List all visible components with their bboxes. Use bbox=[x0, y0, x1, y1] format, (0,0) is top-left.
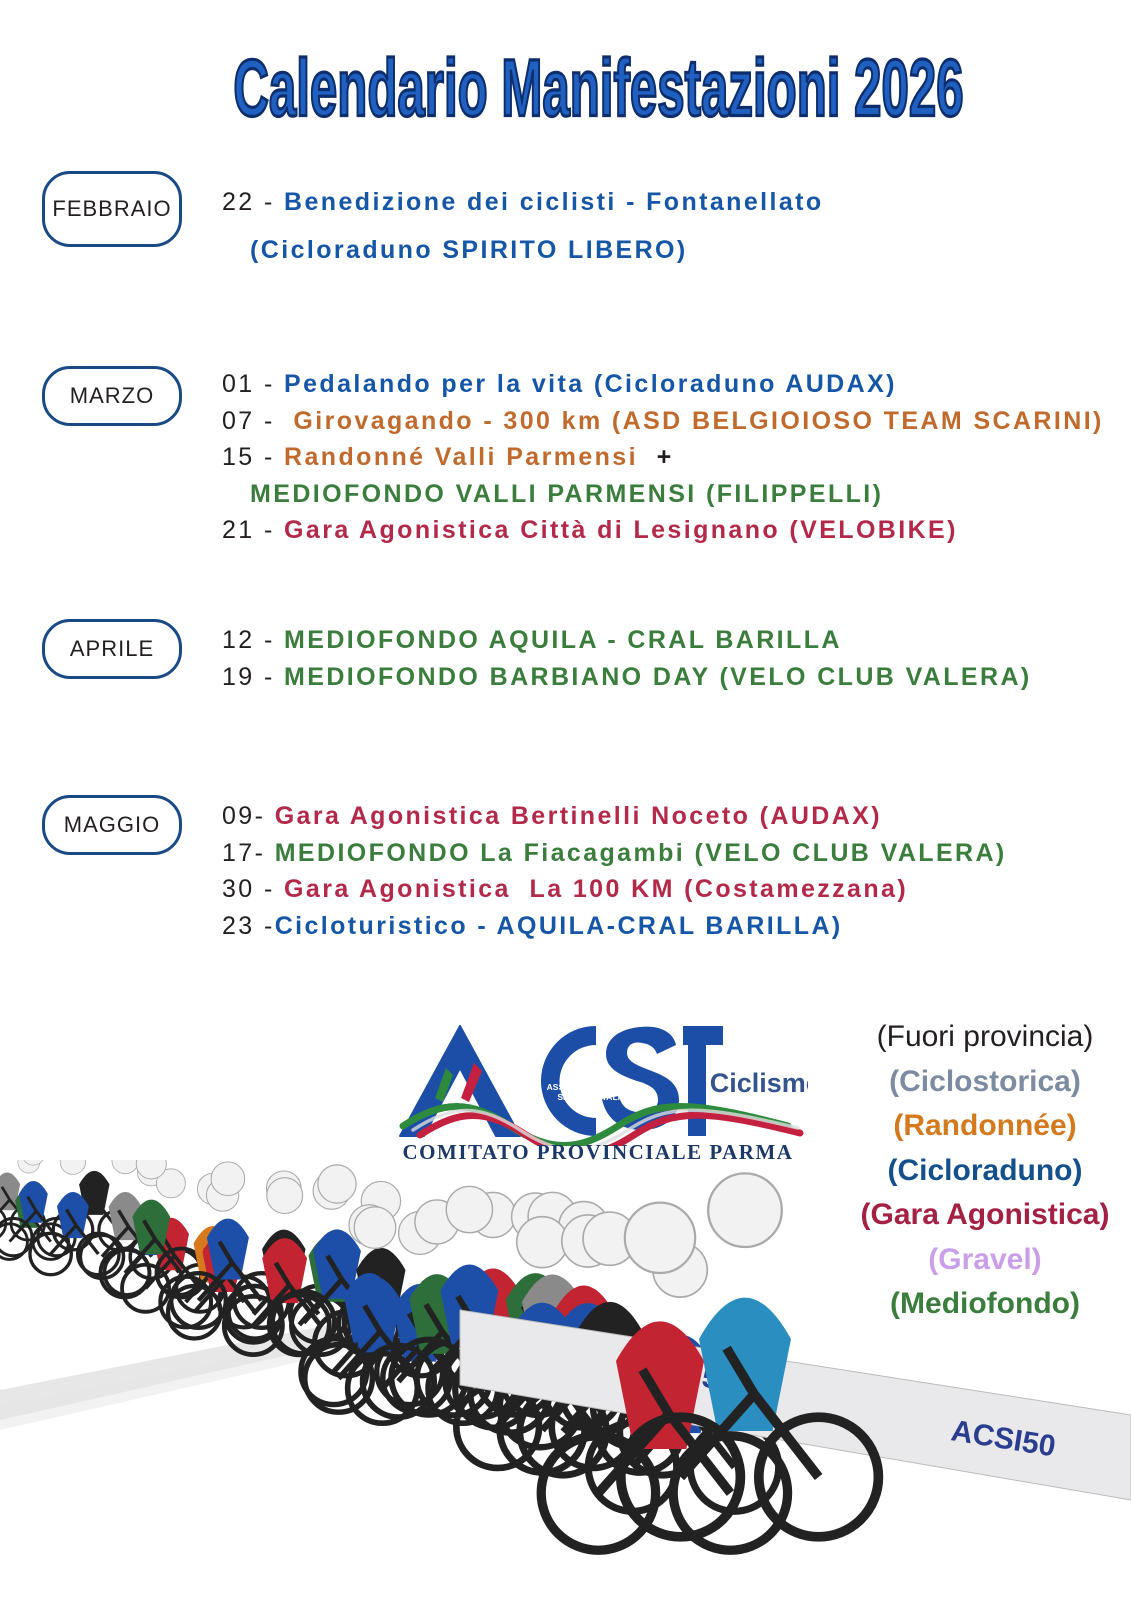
svg-text:SPORTIVI ITALIANI: SPORTIVI ITALIANI bbox=[557, 1092, 634, 1102]
svg-text:ASSOCIAZIONE CENTRI: ASSOCIAZIONE CENTRI bbox=[547, 1082, 646, 1092]
svg-text:Ciclismo: Ciclismo bbox=[710, 1068, 808, 1098]
